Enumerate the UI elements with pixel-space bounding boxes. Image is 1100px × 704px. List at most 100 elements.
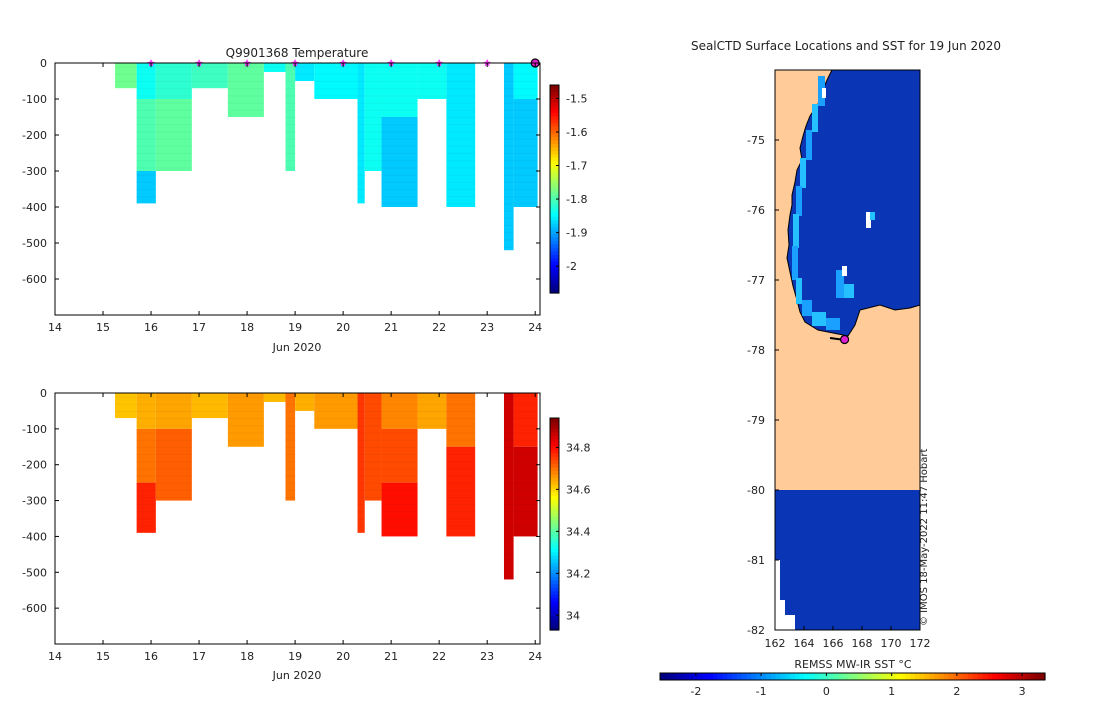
profile-band <box>364 109 382 111</box>
lat-tick-label: -76 <box>747 204 765 217</box>
profile-band <box>503 561 514 563</box>
profile-band <box>357 461 365 463</box>
colorbar-segment <box>550 286 559 291</box>
colorbar-segment <box>550 150 559 155</box>
profile-cell <box>295 393 315 411</box>
profile-band <box>503 575 514 577</box>
sst-cell <box>812 104 818 132</box>
colorbar-segment <box>550 502 559 507</box>
colorbar-segment <box>943 673 950 680</box>
colorbar-segment <box>550 206 559 211</box>
profile-band <box>364 145 382 147</box>
profile-band <box>155 489 192 491</box>
colorbar-segment <box>703 673 709 680</box>
profile-band <box>446 496 476 498</box>
profile-band <box>364 153 382 154</box>
profile-band <box>446 453 476 455</box>
colorbar-segment <box>550 247 559 252</box>
profile-band <box>381 496 418 498</box>
temperature-colorbar-ticks: -1.5 -1.6 -1.7 -1.8 -1.9 -2 <box>556 92 587 273</box>
profile-band <box>155 482 192 484</box>
profile-band <box>191 81 228 82</box>
colorbar-segment <box>550 485 559 490</box>
profile-band <box>513 439 538 441</box>
colorbar-segment <box>550 168 559 173</box>
profile-band <box>417 403 447 405</box>
profile-band <box>155 153 192 154</box>
colorbar-segment <box>550 275 559 280</box>
colorbar-segment <box>770 673 777 680</box>
colorbar-segment <box>550 213 559 218</box>
profile-band <box>513 518 538 520</box>
profile-band <box>503 246 514 248</box>
profile-band <box>364 489 382 491</box>
colorbar-segment <box>550 573 559 578</box>
colorbar-segment <box>1016 673 1022 680</box>
profile-band <box>503 489 514 491</box>
temperature-x-ticks: 14 15 16 17 18 19 20 21 22 23 24 <box>48 63 542 334</box>
profile-cell <box>285 393 296 501</box>
profile-band <box>446 189 476 190</box>
profile-band <box>115 73 137 75</box>
profile-band <box>381 102 418 104</box>
profile-band <box>446 117 476 118</box>
profile-band <box>503 425 514 427</box>
profile-band <box>285 432 296 434</box>
profile-band <box>446 468 476 470</box>
profile-band <box>503 210 514 212</box>
colorbar-segment <box>953 673 959 680</box>
profile-band <box>136 131 156 133</box>
colorbar-segment <box>550 202 559 207</box>
colorbar-segment <box>550 591 559 596</box>
colorbar-segment <box>550 471 559 476</box>
colorbar-segment <box>919 673 926 680</box>
profile-band <box>364 418 382 420</box>
profile-band <box>513 189 538 190</box>
x-tick-label: 22 <box>432 650 446 663</box>
profile-band <box>446 174 476 176</box>
x-tick-label: 17 <box>192 321 206 334</box>
profile-band <box>513 532 538 534</box>
profile-band <box>364 124 382 126</box>
profile-band <box>285 117 296 118</box>
colorbar-segment <box>550 587 559 592</box>
profile-band <box>357 81 365 82</box>
profile-band <box>446 396 476 398</box>
colorbar-segment <box>550 555 559 560</box>
profile-band <box>357 468 365 470</box>
profile-band <box>446 109 476 111</box>
profile-band <box>364 73 382 75</box>
temperature-profiles <box>115 63 538 251</box>
colorbar-segment <box>688 673 695 680</box>
profile-band <box>446 439 476 441</box>
profile-band <box>503 81 514 82</box>
colorbar-segment <box>789 673 796 680</box>
profile-band <box>503 482 514 484</box>
profile-band <box>285 475 296 477</box>
x-tick-label: 16 <box>144 650 158 663</box>
profile-band <box>263 396 286 398</box>
profile-band <box>357 425 365 427</box>
profile-band <box>136 518 156 520</box>
profile-band <box>357 396 365 398</box>
colorbar-tick-label: 1 <box>888 685 895 698</box>
colorbar-segment <box>550 234 559 239</box>
profile-band <box>155 425 192 427</box>
y-tick-label: -600 <box>22 602 47 615</box>
profile-band <box>136 489 156 491</box>
colorbar-tick-label: 2 <box>953 685 960 698</box>
profile-band <box>136 482 156 484</box>
profile-band <box>357 403 365 405</box>
profile-cell <box>357 393 365 533</box>
colorbar-segment <box>814 673 820 680</box>
colorbar-segment <box>550 182 559 187</box>
x-tick-label: 18 <box>240 650 254 663</box>
profile-band <box>155 102 192 104</box>
colorbar-segment <box>775 673 781 680</box>
profile-band <box>503 145 514 147</box>
salinity-profiles <box>115 393 538 580</box>
profile-band <box>136 403 156 405</box>
profile-band <box>503 232 514 234</box>
colorbar-segment <box>550 577 559 582</box>
profile-band <box>446 403 476 405</box>
